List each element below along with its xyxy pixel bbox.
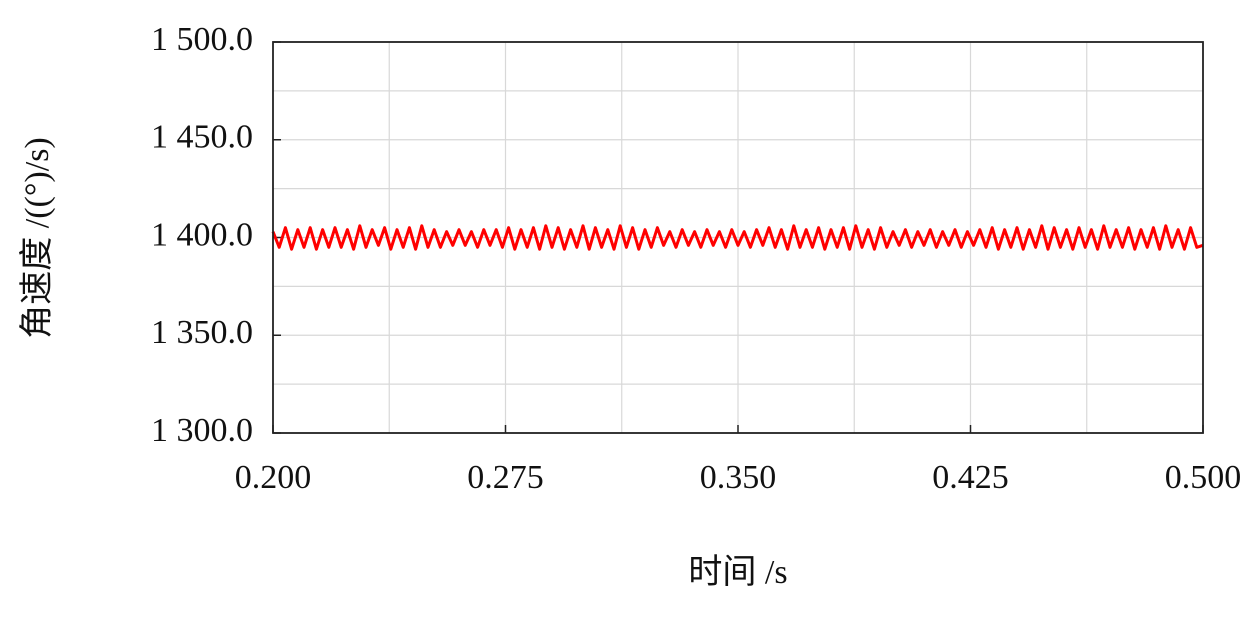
y-tick-label: 1 300.0 <box>151 412 253 449</box>
y-tick-label: 1 500.0 <box>151 21 253 58</box>
plot-frame <box>272 41 1204 434</box>
y-tick-label: 1 400.0 <box>151 216 253 253</box>
data-line <box>271 224 1204 251</box>
y-axis-title: 角速度 /((°)/s) <box>18 137 56 339</box>
x-tick-label: 0.350 <box>700 459 777 496</box>
x-axis-title: 时间 /s <box>688 554 787 591</box>
x-tick-label: 0.275 <box>467 459 544 496</box>
y-tick-label: 1 350.0 <box>151 314 253 351</box>
x-tick-label: 0.500 <box>1165 459 1242 496</box>
y-tick-label: 1 450.0 <box>151 119 253 156</box>
x-tick-label: 0.200 <box>235 459 312 496</box>
x-tick-label: 0.425 <box>932 459 1009 496</box>
